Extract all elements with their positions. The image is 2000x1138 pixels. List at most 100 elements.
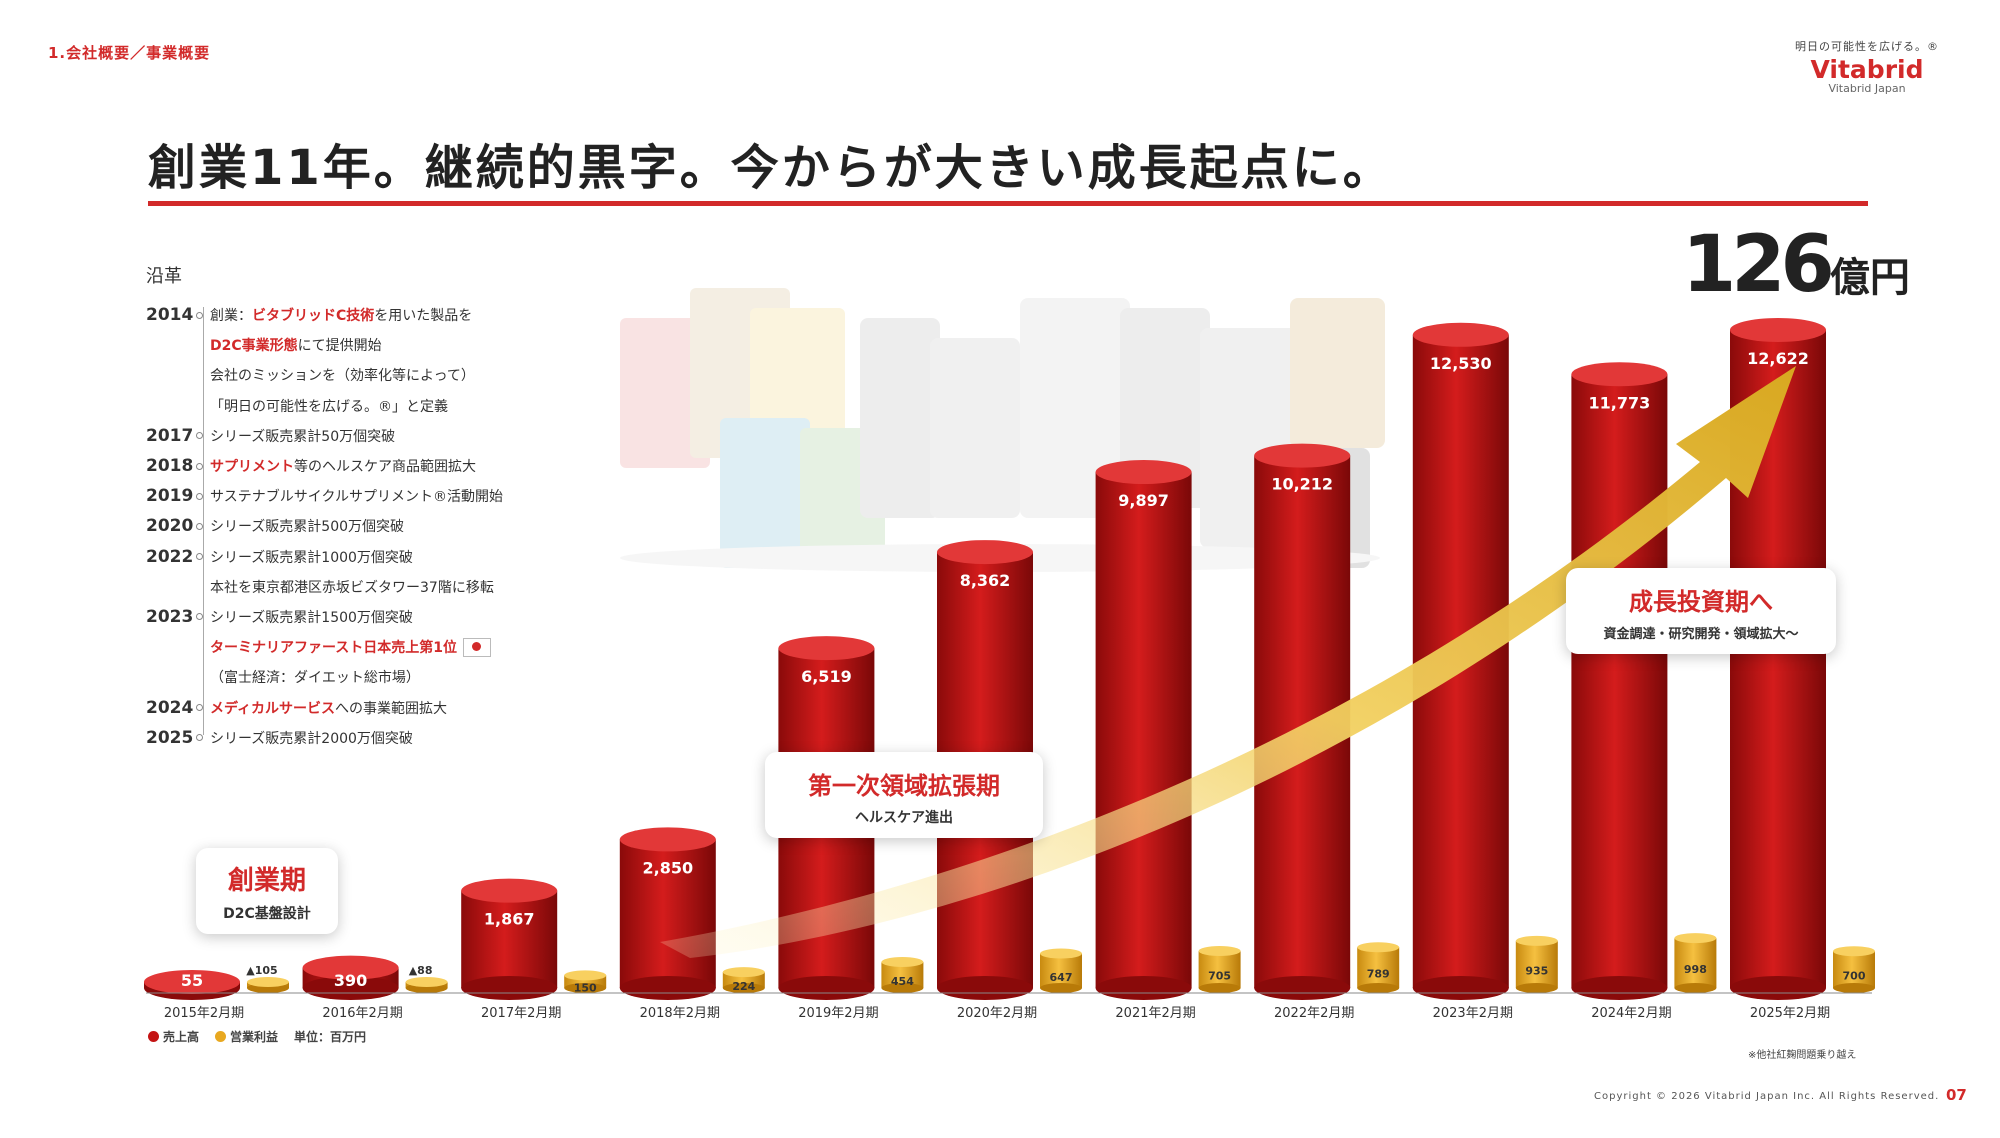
x-tick-label: 2018年2月期 bbox=[640, 1006, 720, 1021]
op-bar-top bbox=[722, 967, 765, 978]
sales-bar-top bbox=[1730, 318, 1826, 342]
op-bar-base bbox=[1515, 983, 1558, 993]
op-bar bbox=[1833, 946, 1875, 993]
history-text: ターミナリアファースト日本売上第1位 bbox=[210, 637, 492, 658]
timeline-dot bbox=[196, 553, 203, 561]
bars-group: 55 ▲105 390 ▲88 1,867 150 2,850 224 6,519 454 8,36… bbox=[144, 318, 1875, 1000]
history-text-plain: （富士経済：ダイエット総市場） bbox=[210, 670, 420, 687]
op-value-label: 789 bbox=[1367, 968, 1390, 981]
page-number: 07 bbox=[1946, 1086, 1967, 1104]
history-text-plain: 創業： bbox=[210, 308, 252, 325]
op-value-label: 935 bbox=[1525, 964, 1548, 977]
legend: 売上高 営業利益 単位：百万円 bbox=[148, 1028, 382, 1045]
history-text-highlight: D2C事業形態 bbox=[210, 338, 298, 355]
callout-growth: 成長投資期へ 資金調達・研究開発・領域拡大〜 bbox=[1566, 568, 1836, 654]
x-tick-label: 2017年2月期 bbox=[481, 1006, 561, 1021]
x-tick-label: 2015年2月期 bbox=[164, 1006, 244, 1021]
history-text-plain: への事業範囲拡大 bbox=[335, 700, 448, 717]
history-text-plain: 会社のミッションを（効率化等によって） bbox=[210, 368, 475, 385]
brand-name: Vitabrid bbox=[1810, 55, 1924, 84]
history-year: 2020 bbox=[146, 516, 194, 537]
x-labels: 2015年2月期 2016年2月期 2017年2月期 2018年2月期 2019年2月期… bbox=[164, 1006, 1830, 1021]
history-year: 2019 bbox=[146, 486, 194, 507]
op-bar-top bbox=[1674, 933, 1717, 944]
sales-bar-top bbox=[778, 636, 875, 661]
history-year: 2023 bbox=[146, 606, 194, 627]
sales-bar-top bbox=[619, 827, 716, 852]
sales-bar-top bbox=[302, 955, 399, 980]
sales-bar-base bbox=[1412, 976, 1509, 1000]
history-row: 2024 メディカルサービスへの事業範囲拡大 bbox=[146, 692, 503, 722]
x-tick-label: 2025年2月期 bbox=[1750, 1006, 1830, 1021]
sales-value-label: 1,867 bbox=[484, 910, 535, 929]
sales-bar-body bbox=[619, 839, 716, 988]
legend-op: 営業利益 bbox=[215, 1028, 278, 1045]
op-value-label: 224 bbox=[732, 980, 755, 993]
history-text: メディカルサービスへの事業範囲拡大 bbox=[210, 698, 447, 718]
sales-bar bbox=[1254, 443, 1351, 1000]
timeline-dot bbox=[196, 613, 203, 621]
x-tick-label: 2019年2月期 bbox=[798, 1006, 878, 1021]
op-value-label: 700 bbox=[1843, 970, 1866, 983]
op-bar bbox=[1040, 948, 1082, 993]
op-bar-top bbox=[1515, 935, 1558, 946]
op-bar-base bbox=[881, 983, 924, 993]
op-bar-base bbox=[1198, 983, 1241, 993]
history-text: （富士経済：ダイエット総市場） bbox=[210, 667, 420, 687]
op-bar-top bbox=[405, 977, 448, 987]
history-text-plain: にて提供開始 bbox=[297, 338, 382, 355]
sales-value-label: 9,897 bbox=[1118, 491, 1169, 510]
sales-bar-top bbox=[1095, 460, 1192, 485]
timeline-dot bbox=[196, 311, 203, 319]
sales-value-label: 12,622 bbox=[1747, 349, 1809, 368]
timeline-line bbox=[203, 307, 204, 735]
op-value-label: 454 bbox=[891, 975, 914, 988]
sales-bar bbox=[144, 970, 240, 1000]
history-text-plain: 「明日の可能性を広げる。®」と定義 bbox=[210, 398, 448, 415]
callout-growth-sub: 資金調達・研究開発・領域拡大〜 bbox=[1603, 627, 1799, 642]
op-value-label: ▲88 bbox=[409, 964, 433, 977]
total-unit: 億円 bbox=[1829, 255, 1910, 301]
history-text-plain: 等のヘルスケア商品範囲拡大 bbox=[294, 459, 476, 476]
history-row: 「明日の可能性を広げる。®」と定義 bbox=[146, 391, 503, 421]
history-row: 2018 サプリメント等のヘルスケア商品範囲拡大 bbox=[146, 451, 503, 481]
footnote: ※他社紅麹問題乗り越え bbox=[1748, 1050, 1857, 1061]
legend-unit: 単位：百万円 bbox=[294, 1030, 367, 1044]
sales-value-label: 12,530 bbox=[1430, 354, 1492, 373]
sales-bar-top bbox=[1571, 362, 1668, 387]
op-bar bbox=[405, 977, 448, 993]
sales-value-label: 55 bbox=[181, 971, 203, 990]
history-text-plain: シリーズ販売累計2000万個突破 bbox=[210, 730, 413, 747]
history-text: 創業：ビタブリッドC技術を用いた製品を bbox=[210, 305, 472, 325]
sales-bar-base bbox=[1095, 976, 1192, 1000]
x-tick-label: 2023年2月期 bbox=[1433, 1006, 1513, 1021]
japan-flag-icon bbox=[463, 638, 492, 658]
history-text-plain: シリーズ販売累計500万個突破 bbox=[210, 519, 405, 536]
history-text-highlight: ターミナリアファースト日本売上第1位 bbox=[210, 639, 458, 656]
op-bar-body bbox=[1040, 953, 1082, 988]
op-bar bbox=[1515, 935, 1558, 993]
brand-logo: 明日の可能性を広げる。® Vitabrid Vitabrid Japan bbox=[1782, 38, 1952, 95]
history-row: 2025 シリーズ販売累計2000万個突破 bbox=[146, 723, 503, 753]
op-bar-body bbox=[1198, 950, 1241, 988]
history-text: 会社のミッションを（効率化等によって） bbox=[210, 365, 475, 385]
history-year: 2017 bbox=[146, 425, 194, 446]
op-value-label: ▲105 bbox=[246, 964, 277, 977]
callout-founding-title: 創業期 bbox=[227, 866, 306, 896]
op-bar-top bbox=[564, 970, 607, 981]
sales-bar-base bbox=[302, 976, 399, 1000]
history-text: サステナブルサイクルサプリメント®活動開始 bbox=[210, 486, 503, 506]
sales-bar-base bbox=[1254, 976, 1351, 1000]
sales-bar bbox=[302, 955, 399, 1000]
sales-bar-base bbox=[778, 976, 875, 1000]
op-bar bbox=[1357, 942, 1400, 993]
history-year: 2024 bbox=[146, 697, 194, 718]
op-bar-base bbox=[1833, 983, 1875, 993]
history-row: 2023 シリーズ販売累計1500万個突破 bbox=[146, 602, 503, 632]
op-bar bbox=[722, 967, 765, 993]
sales-bar-base bbox=[619, 976, 716, 1000]
sales-bar-base bbox=[461, 976, 558, 1000]
sales-value-label: 10,212 bbox=[1271, 475, 1333, 494]
op-bar-top bbox=[1833, 946, 1875, 957]
